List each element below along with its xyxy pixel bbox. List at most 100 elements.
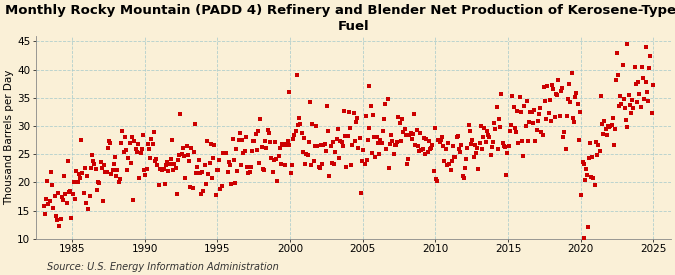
Point [43,202,54,207]
Point [381,147,392,152]
Point [340,134,350,139]
Point [452,134,463,138]
Point [622,125,632,130]
Point [512,109,522,113]
Point [333,155,344,160]
Title: Monthly Rocky Mountain (PADD 4) Refinery and Blender Net Production of Kerosene-: Monthly Rocky Mountain (PADD 4) Refinery… [5,4,675,33]
Point [579,235,590,240]
Point [572,102,583,106]
Point [461,157,472,161]
Point [128,197,138,202]
Point [277,142,288,147]
Point [304,100,315,104]
Point [228,158,239,162]
Point [163,169,173,173]
Point [526,110,537,114]
Point [190,121,200,126]
Point [548,86,559,91]
Point [205,142,216,146]
Point [423,138,434,143]
Point [481,129,492,133]
Point [356,159,367,163]
Point [609,143,620,148]
Point [200,182,211,186]
Point [156,166,167,171]
Point [257,167,268,172]
Point [77,170,88,175]
Point [95,160,106,164]
Point [133,142,144,147]
Point [445,168,456,172]
Point [418,136,429,140]
Point [74,175,85,180]
Point [630,82,641,86]
Point [472,145,483,150]
Point [296,130,307,135]
Point [525,109,536,114]
Point [508,104,519,109]
Point [615,94,626,98]
Point [379,117,389,122]
Point [502,151,513,155]
Point [100,169,111,174]
Point [368,112,379,117]
Point [83,207,94,211]
Point [231,147,242,152]
Point [107,168,118,172]
Point [583,156,594,160]
Point [388,152,399,156]
Point [363,84,374,89]
Point [307,121,318,126]
Point [209,143,220,147]
Point [315,166,325,170]
Point [266,155,277,160]
Point [236,163,246,168]
Point [327,161,338,166]
Point [167,138,178,142]
Point [397,117,408,121]
Point [315,143,326,147]
Point [377,129,388,133]
Point [82,174,92,178]
Point [89,162,100,167]
Point [49,194,60,199]
Point [45,169,56,174]
Point [647,83,658,87]
Point [196,192,207,196]
Point [230,181,240,185]
Point [360,114,371,118]
Point [475,141,485,145]
Point [473,167,484,171]
Point [192,165,202,169]
Point [234,131,245,135]
Point [443,141,454,145]
Point [223,160,234,164]
Point [274,146,285,150]
Point [284,143,295,147]
Point [551,92,562,96]
Point [263,130,274,135]
Point [536,130,547,135]
Point [59,174,70,178]
Point [271,157,281,161]
Point [324,174,335,178]
Point [440,147,451,151]
Point [409,112,420,116]
Point [451,135,462,139]
Point [181,144,192,148]
Point [400,133,411,137]
Point [38,203,49,208]
Point [63,158,74,163]
Point [491,105,502,110]
Point [564,82,574,86]
Point [153,182,164,187]
Point [331,137,342,141]
Point [182,153,193,158]
Point [414,148,425,153]
Point [310,144,321,148]
Point [627,97,638,102]
Point [563,97,574,101]
Point [431,176,441,181]
Point [204,161,215,165]
Point [592,153,603,158]
